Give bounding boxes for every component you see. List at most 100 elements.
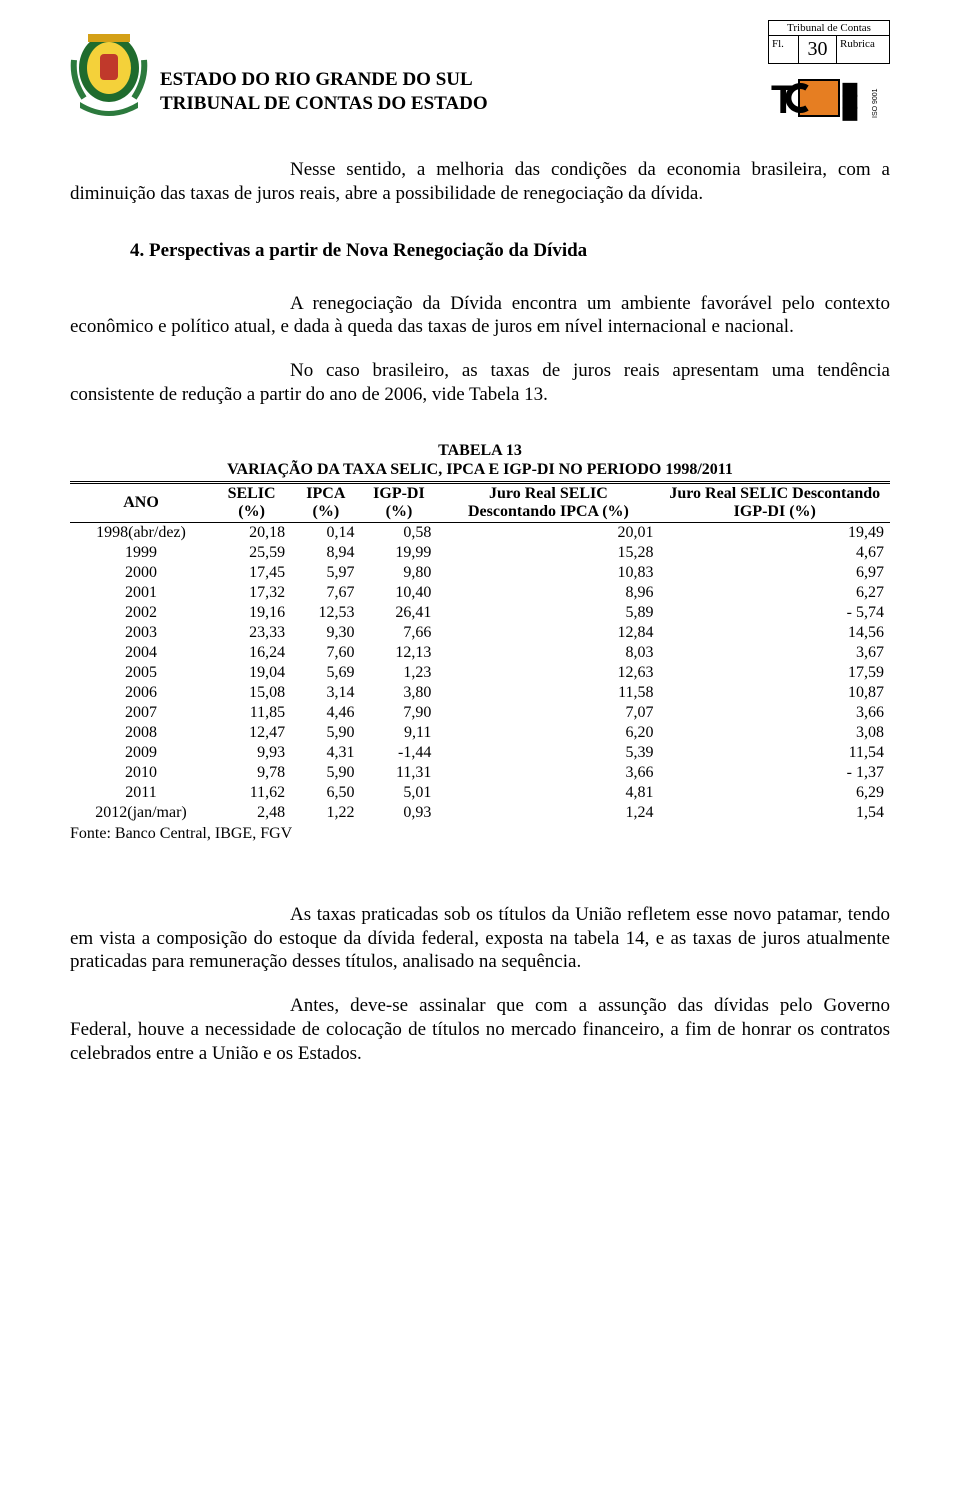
table-row: 200017,455,979,8010,836,97 bbox=[70, 563, 890, 583]
cell-value: 19,99 bbox=[361, 543, 438, 563]
cell-value: 9,93 bbox=[212, 743, 291, 763]
table-row: 200711,854,467,907,073,66 bbox=[70, 703, 890, 723]
cell-value: 3,66 bbox=[660, 703, 891, 723]
cell-value: 3,80 bbox=[361, 683, 438, 703]
cell-value: 8,96 bbox=[437, 583, 659, 603]
cell-year: 2003 bbox=[70, 623, 212, 643]
table-row: 20109,785,9011,313,66- 1,37 bbox=[70, 763, 890, 783]
table-row: 200416,247,6012,138,033,67 bbox=[70, 643, 890, 663]
cell-value: 4,67 bbox=[660, 543, 891, 563]
cell-value: 17,32 bbox=[212, 583, 291, 603]
cell-value: 9,78 bbox=[212, 763, 291, 783]
cell-value: 1,22 bbox=[291, 803, 360, 823]
tce-logo-icon: T ▅ ▅ ▅ ISO 9001 bbox=[769, 68, 889, 128]
cell-year: 2009 bbox=[70, 743, 212, 763]
cell-value: 5,01 bbox=[361, 783, 438, 803]
col-igpdi: IGP-DI (%) bbox=[361, 482, 438, 522]
cell-value: 25,59 bbox=[212, 543, 291, 563]
cell-value: 23,33 bbox=[212, 623, 291, 643]
cell-value: 9,30 bbox=[291, 623, 360, 643]
stamp-title: Tribunal de Contas bbox=[769, 21, 889, 36]
table-row: 200117,327,6710,408,966,27 bbox=[70, 583, 890, 603]
cell-value: 10,40 bbox=[361, 583, 438, 603]
cell-value: 6,20 bbox=[437, 723, 659, 743]
stamp-fl-label: Fl. bbox=[769, 36, 799, 63]
svg-text:▅: ▅ bbox=[842, 100, 858, 121]
header-titles: ESTADO DO RIO GRANDE DO SUL TRIBUNAL DE … bbox=[160, 24, 488, 116]
cell-value: 5,90 bbox=[291, 723, 360, 743]
iso-text: ISO 9001 bbox=[872, 88, 879, 118]
cell-value: 4,31 bbox=[291, 743, 360, 763]
cell-year: 1998(abr/dez) bbox=[70, 522, 212, 543]
col-ano: ANO bbox=[70, 482, 212, 522]
svg-text:T: T bbox=[771, 78, 795, 122]
cell-value: 7,90 bbox=[361, 703, 438, 723]
table-row: 200219,1612,5326,415,89- 5,74 bbox=[70, 603, 890, 623]
cell-value: 1,23 bbox=[361, 663, 438, 683]
cell-year: 2010 bbox=[70, 763, 212, 783]
table-row: 200812,475,909,116,203,08 bbox=[70, 723, 890, 743]
table-header-row: ANO SELIC (%) IPCA (%) IGP-DI (%) Juro R… bbox=[70, 482, 890, 522]
cell-value: 12,47 bbox=[212, 723, 291, 743]
cell-value: 17,59 bbox=[660, 663, 891, 683]
cell-value: 26,41 bbox=[361, 603, 438, 623]
cell-year: 2008 bbox=[70, 723, 212, 743]
cell-value: 11,85 bbox=[212, 703, 291, 723]
cell-value: 19,04 bbox=[212, 663, 291, 683]
paragraph-3: No caso brasileiro, as taxas de juros re… bbox=[70, 359, 890, 407]
cell-value: 0,93 bbox=[361, 803, 438, 823]
table-title-l2: VARIAÇÃO DA TAXA SELIC, IPCA E IGP-DI NO… bbox=[70, 460, 890, 479]
table-body: 1998(abr/dez)20,180,140,5820,0119,491999… bbox=[70, 522, 890, 823]
cell-value: 6,50 bbox=[291, 783, 360, 803]
col-ipca: IPCA (%) bbox=[291, 482, 360, 522]
cell-value: - 5,74 bbox=[660, 603, 891, 623]
cell-year: 2006 bbox=[70, 683, 212, 703]
table-row: 2012(jan/mar)2,481,220,931,241,54 bbox=[70, 803, 890, 823]
cell-value: 5,97 bbox=[291, 563, 360, 583]
cell-year: 2001 bbox=[70, 583, 212, 603]
header-line2: TRIBUNAL DE CONTAS DO ESTADO bbox=[160, 92, 488, 116]
cell-value: 9,11 bbox=[361, 723, 438, 743]
cell-year: 2011 bbox=[70, 783, 212, 803]
header-right: Tribunal de Contas Fl. 30 Rubrica T ▅ ▅ … bbox=[768, 20, 890, 128]
stamp-rubrica-label: Rubrica bbox=[837, 36, 889, 63]
header: ESTADO DO RIO GRANDE DO SUL TRIBUNAL DE … bbox=[70, 20, 890, 128]
cell-value: 5,39 bbox=[437, 743, 659, 763]
cell-value: 16,24 bbox=[212, 643, 291, 663]
paragraph-2: A renegociação da Dívida encontra um amb… bbox=[70, 292, 890, 340]
cell-value: 9,80 bbox=[361, 563, 438, 583]
cell-value: 12,63 bbox=[437, 663, 659, 683]
cell-year: 1999 bbox=[70, 543, 212, 563]
cell-year: 2000 bbox=[70, 563, 212, 583]
paragraph-1: Nesse sentido, a melhoria das condições … bbox=[70, 158, 890, 206]
cell-value: 10,83 bbox=[437, 563, 659, 583]
cell-value: 6,97 bbox=[660, 563, 891, 583]
cell-value: 17,45 bbox=[212, 563, 291, 583]
cell-value: 1,24 bbox=[437, 803, 659, 823]
cell-year: 2002 bbox=[70, 603, 212, 623]
col-juro-igpdi: Juro Real SELIC Descontando IGP-DI (%) bbox=[660, 482, 891, 522]
header-left: ESTADO DO RIO GRANDE DO SUL TRIBUNAL DE … bbox=[70, 20, 488, 120]
cell-value: 15,28 bbox=[437, 543, 659, 563]
col-selic: SELIC (%) bbox=[212, 482, 291, 522]
table-row: 1998(abr/dez)20,180,140,5820,0119,49 bbox=[70, 522, 890, 543]
cell-value: 7,07 bbox=[437, 703, 659, 723]
cell-value: 8,03 bbox=[437, 643, 659, 663]
table-source: Fonte: Banco Central, IBGE, FGV bbox=[70, 825, 890, 843]
cell-value: 4,81 bbox=[437, 783, 659, 803]
page: ESTADO DO RIO GRANDE DO SUL TRIBUNAL DE … bbox=[0, 0, 960, 1491]
cell-year: 2004 bbox=[70, 643, 212, 663]
cell-value: 6,29 bbox=[660, 783, 891, 803]
cell-value: 6,27 bbox=[660, 583, 891, 603]
cell-value: 20,18 bbox=[212, 522, 291, 543]
cell-value: 15,08 bbox=[212, 683, 291, 703]
paragraph-4: As taxas praticadas sob os títulos da Un… bbox=[70, 903, 890, 974]
cell-value: 0,14 bbox=[291, 522, 360, 543]
cell-value: 0,58 bbox=[361, 522, 438, 543]
data-table: ANO SELIC (%) IPCA (%) IGP-DI (%) Juro R… bbox=[70, 481, 890, 823]
paragraph-5: Antes, deve-se assinalar que com a assun… bbox=[70, 994, 890, 1065]
stamp-page-number: 30 bbox=[799, 36, 837, 63]
cell-value: 19,49 bbox=[660, 522, 891, 543]
table-row: 199925,598,9419,9915,284,67 bbox=[70, 543, 890, 563]
cell-value: 5,89 bbox=[437, 603, 659, 623]
